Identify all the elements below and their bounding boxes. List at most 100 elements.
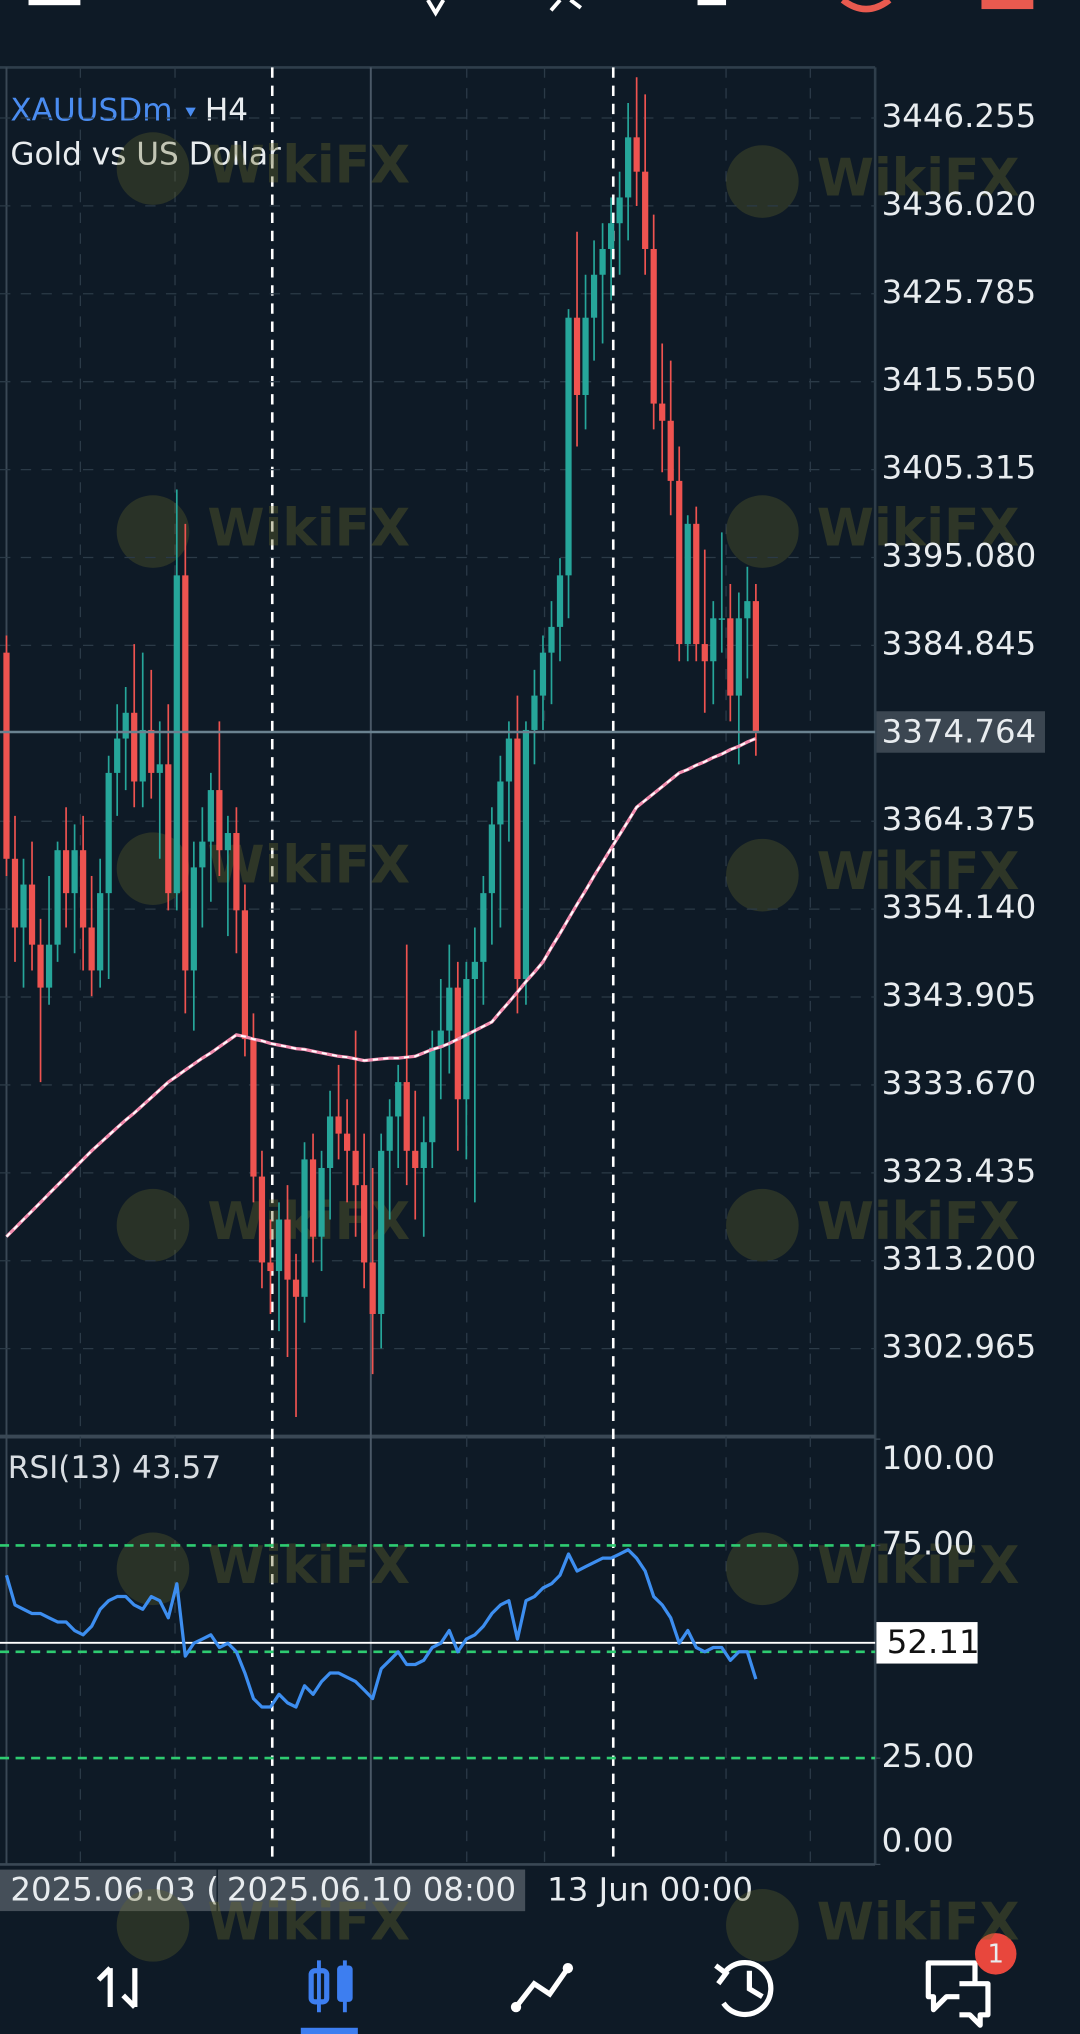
candle-body: [735, 618, 742, 696]
candle-body: [454, 987, 461, 1100]
candle-body: [573, 317, 581, 395]
watermark-logo: [116, 495, 190, 568]
candle-body: [97, 893, 104, 971]
candle-body: [80, 850, 87, 928]
candle-body: [45, 944, 53, 988]
candle-body: [642, 171, 649, 249]
y-tick-label: 3343.905: [882, 976, 1037, 1014]
symbol[interactable]: XAUUSDm: [10, 93, 172, 129]
tab-icon: [337, 1965, 353, 2002]
y-tick-label: 3323.435: [882, 1152, 1037, 1190]
y-tick-label: 3436.020: [882, 185, 1037, 223]
watermark: WikiFX: [817, 149, 1020, 209]
menu-icon[interactable]: [28, 0, 81, 6]
candle-body: [173, 575, 180, 894]
candle-body: [318, 1167, 325, 1237]
candle-body: [139, 729, 146, 782]
tab-icon: [308, 1968, 330, 2005]
candle-body: [241, 910, 249, 1040]
candle-body: [607, 223, 615, 249]
rsi-tick-label: 75.00: [882, 1524, 975, 1562]
chart-tab[interactable]: [300, 1960, 358, 2034]
tab-icon: [510, 2001, 522, 2013]
candle-body: [565, 317, 572, 576]
candle-body: [684, 523, 691, 645]
candle-body: [344, 1133, 351, 1151]
rsi-value: 43.57: [132, 1450, 221, 1486]
candle-body: [156, 764, 163, 773]
quotes-tab[interactable]: [96, 1966, 138, 2009]
y-tick-label: 3354.140: [882, 888, 1037, 926]
watermark-logo: [116, 1532, 190, 1606]
candle-body: [190, 867, 197, 971]
candle-body: [488, 824, 495, 894]
candle-body: [216, 790, 223, 851]
candle-body: [514, 738, 521, 980]
candle-body: [114, 738, 121, 773]
candle-body: [599, 248, 606, 275]
candle-body: [199, 841, 206, 868]
candle-body: [718, 618, 725, 620]
active-tab-indicator: [300, 2027, 358, 2034]
messages-tab[interactable]: 1: [925, 1933, 1017, 2028]
history-tab[interactable]: [714, 1960, 774, 2018]
candle-body: [3, 652, 10, 859]
candle-body: [420, 1142, 427, 1168]
candle-body: [369, 1262, 376, 1314]
notification-badge: [974, 1933, 1017, 1975]
candle-body: [20, 884, 27, 928]
candle-body: [650, 248, 657, 404]
account-icon[interactable]: [981, 0, 1034, 10]
rsi-cursor-label: 52.11: [887, 1623, 980, 1661]
candle-body: [267, 1262, 274, 1272]
candle-body: [11, 858, 19, 928]
candle-body: [131, 712, 138, 782]
download-icon[interactable]: [426, 0, 446, 17]
candle-body: [548, 626, 555, 653]
watermark-logo: [116, 1889, 190, 1962]
candle-body: [497, 781, 504, 825]
symbol-dropdown[interactable]: [185, 107, 196, 117]
candle-body: [395, 1082, 402, 1117]
tab-icon: [959, 1981, 991, 2028]
watermark: WikiFX: [207, 136, 410, 196]
candle-body: [105, 772, 112, 894]
rsi-line: [4, 1548, 758, 1709]
candle-body: [752, 601, 759, 732]
candle-body: [463, 979, 470, 1100]
tab-icon: [562, 1962, 574, 1974]
time-label: 2025.06.10 08:00: [227, 1871, 516, 1909]
candle-body: [480, 893, 487, 962]
symbol-description: Gold vs US Dollar: [10, 137, 281, 173]
moving-average-dash: [5, 737, 757, 1238]
badge-count: 1: [987, 1940, 1003, 1970]
candle-body: [309, 1159, 317, 1237]
candle-body: [148, 729, 155, 773]
y-tick-label: 3415.550: [882, 361, 1037, 399]
candle-body: [616, 197, 623, 224]
candle-body: [233, 833, 240, 911]
y-tick-label: 3364.375: [882, 800, 1037, 838]
candle-body: [88, 927, 95, 971]
watermark-logo: [726, 495, 799, 568]
y-tick-label: 3446.255: [882, 97, 1037, 135]
y-tick-label: 3384.845: [882, 624, 1037, 662]
vertical-grid: [5, 67, 811, 1865]
rsi-name: RSI(13): [8, 1450, 122, 1486]
y-tick-label: 3333.670: [882, 1064, 1037, 1102]
indicator-icon[interactable]: [549, 0, 583, 12]
candle-body: [275, 1219, 283, 1272]
trade-tab[interactable]: [513, 1966, 570, 2009]
watermark: WikiFX: [207, 1892, 410, 1952]
rsi-legend: RSI(13) 43.57: [8, 1450, 221, 1486]
candle-body: [522, 729, 530, 980]
timeframe[interactable]: H4: [205, 93, 248, 129]
candle-body: [165, 764, 172, 894]
candle-body: [386, 1116, 393, 1151]
trade-icon[interactable]: [840, 0, 892, 13]
candle-body: [71, 850, 78, 894]
tools-icon[interactable]: [697, 0, 727, 6]
rsi-tick-label: 100.00: [882, 1439, 995, 1477]
